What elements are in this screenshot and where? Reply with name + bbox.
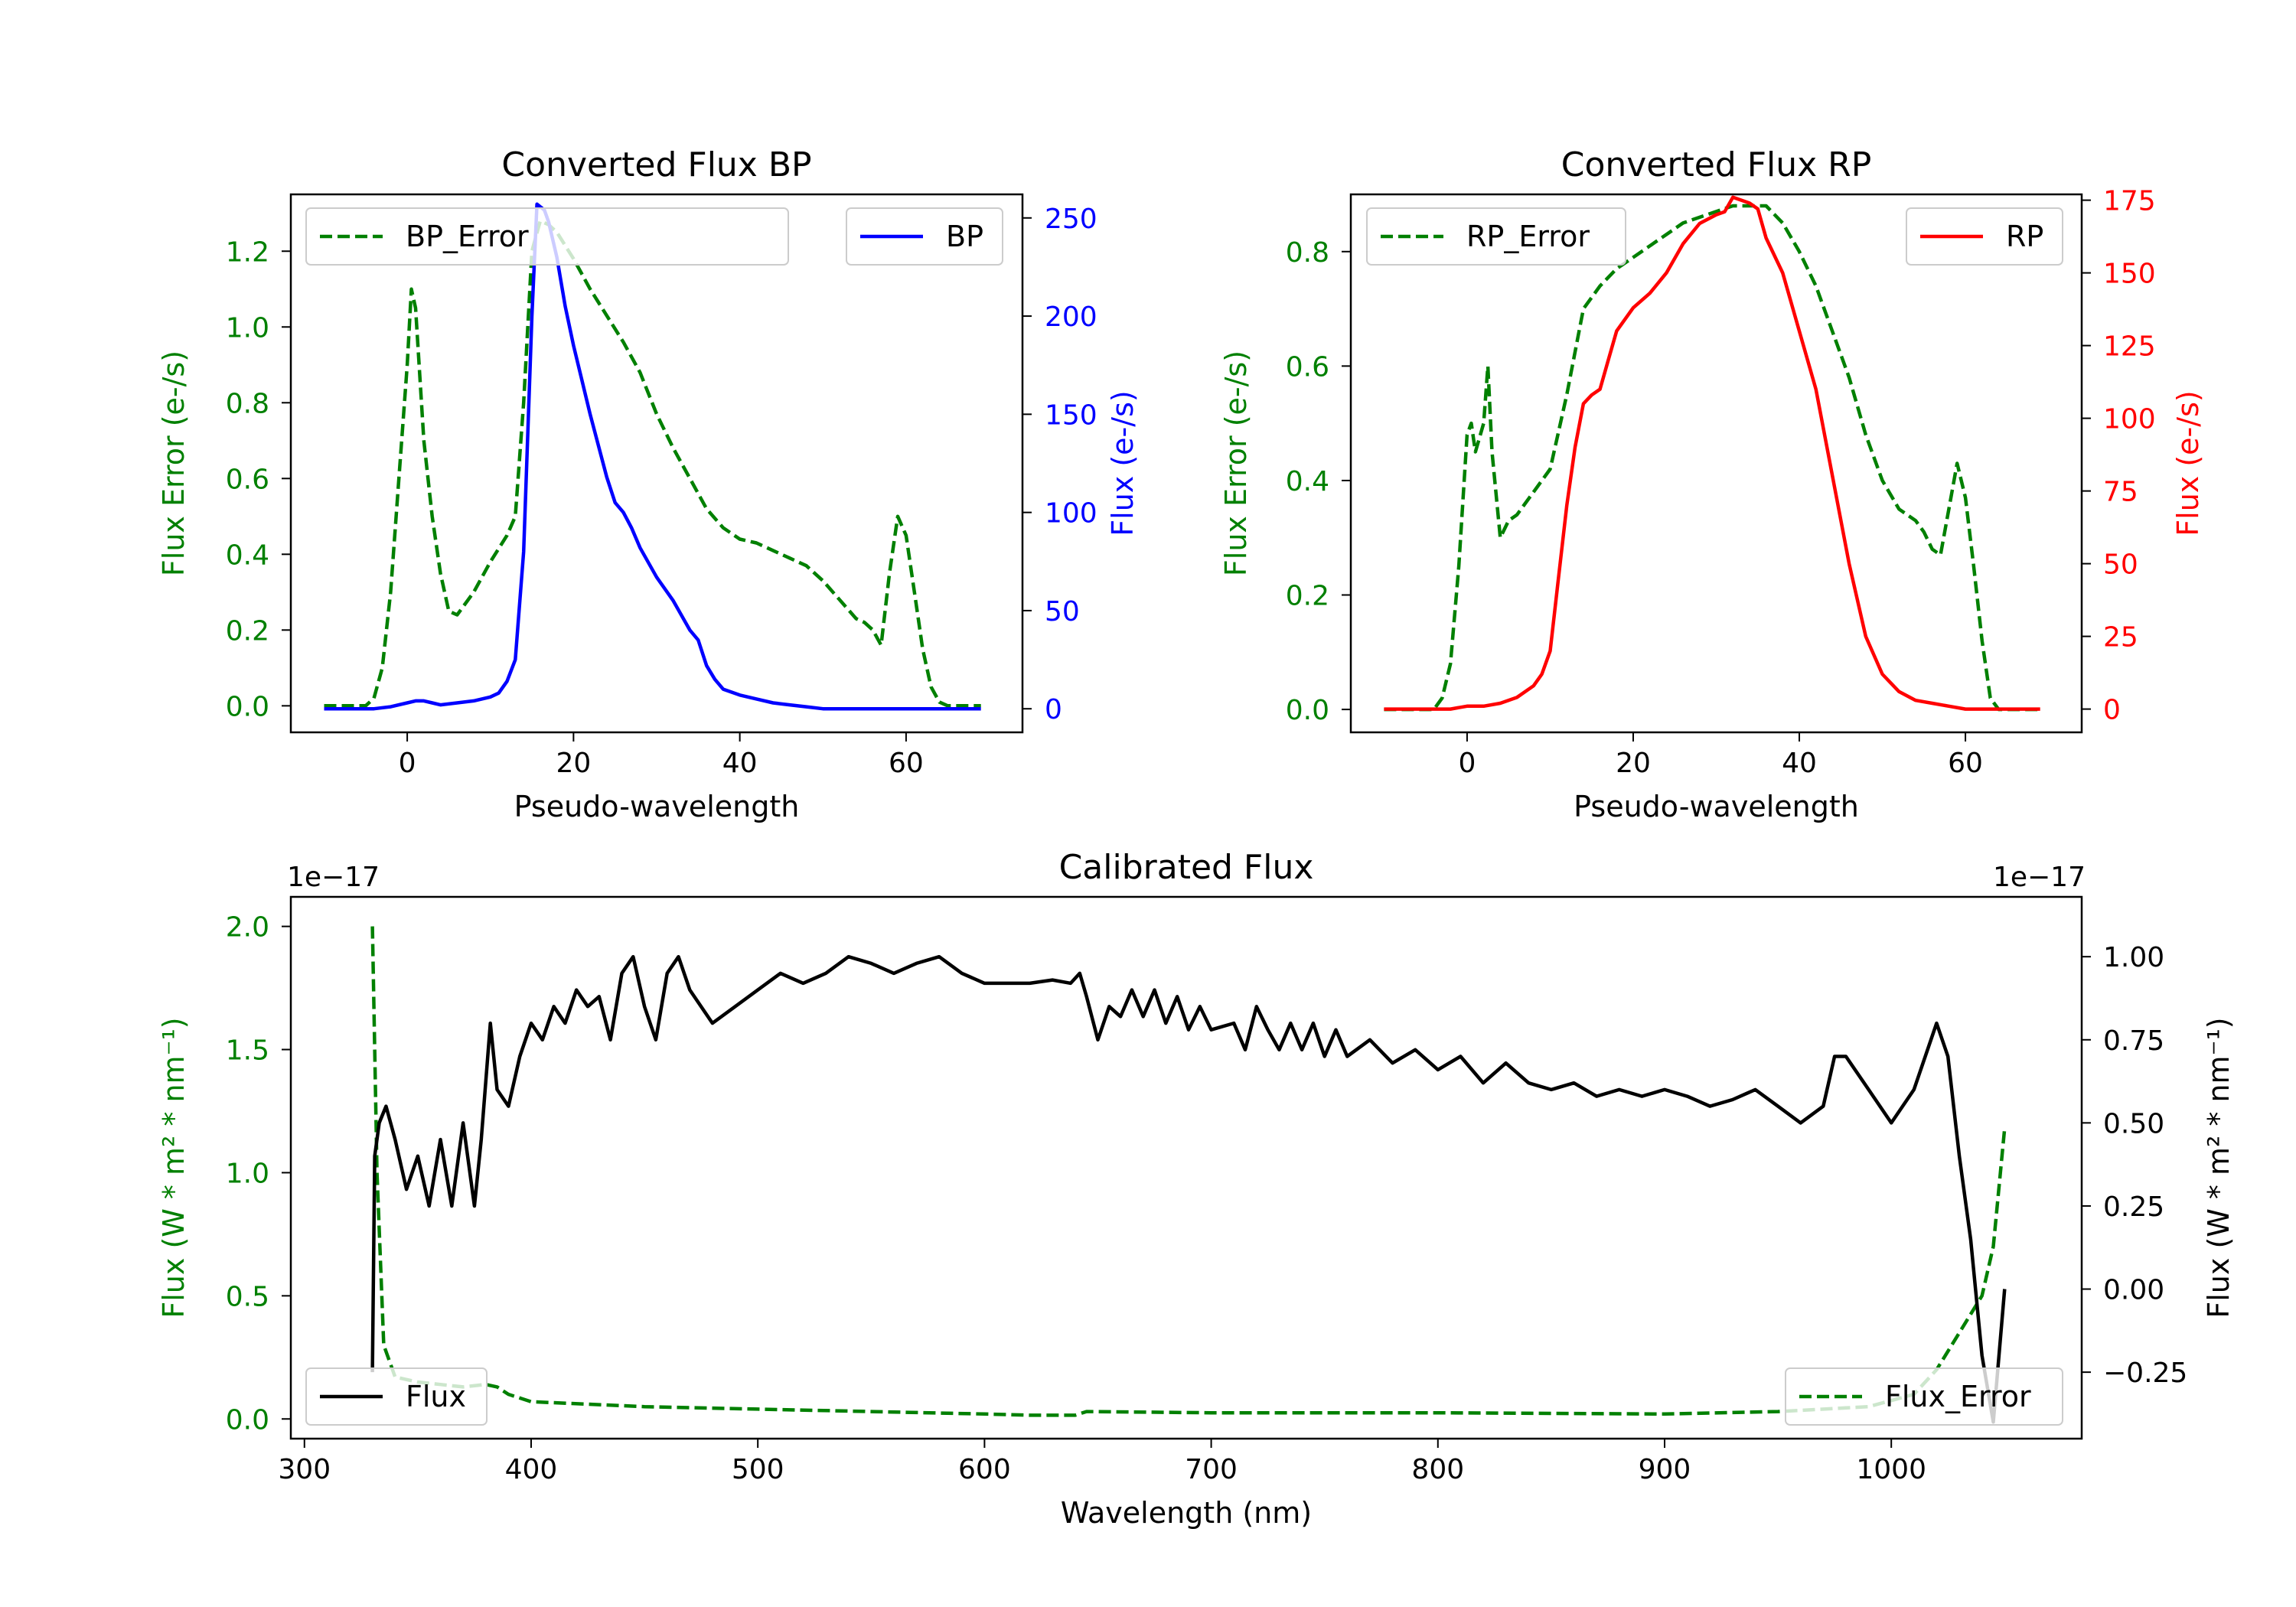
- x-axis-label: Pseudo-wavelength: [1574, 790, 1859, 823]
- legend-box: [1366, 207, 1626, 266]
- series-line-flux: [370, 954, 2007, 1424]
- x-tick-label: 60: [1948, 748, 1983, 779]
- x-tick-label: 1000: [1856, 1454, 1926, 1485]
- y-right-axis-label: Flux (e-/s): [2171, 390, 2205, 536]
- y-left-tick-label: 1.2: [226, 236, 269, 268]
- x-tick-label: 20: [1616, 748, 1651, 779]
- y-left-tick-label: 0.0: [226, 691, 269, 722]
- y-right-tick-label: 0: [2103, 695, 2121, 726]
- x-tick-label: 300: [278, 1454, 331, 1485]
- series-line-bp-error: [324, 219, 981, 708]
- legend-label: BP_Error: [406, 220, 529, 253]
- y-left-axis-label: Flux Error (e-/s): [157, 350, 191, 576]
- y-right-tick-label: 175: [2103, 186, 2156, 217]
- y-right-tick-label: 50: [2103, 549, 2138, 581]
- y-right-axis-label: Flux (e-/s): [1106, 390, 1140, 536]
- legend-box: [1906, 207, 2063, 266]
- y-right-tick-label: 0: [1045, 694, 1062, 725]
- legend-label: Flux: [406, 1380, 466, 1413]
- x-tick-label: 0: [1458, 748, 1476, 779]
- y-left-tick-label: 0.5: [226, 1281, 269, 1312]
- y-right-exponent: 1e−17: [1993, 862, 2086, 893]
- y-right-tick-label: 1.00: [2103, 942, 2164, 973]
- y-right-tick-label: 125: [2103, 331, 2156, 363]
- series-line-rp: [1384, 195, 2040, 711]
- y-right-tick-label: 200: [1045, 302, 1097, 333]
- y-left-tick-label: 0.0: [1286, 695, 1329, 726]
- y-right-tick-label: 250: [1045, 204, 1097, 235]
- y-right-tick-label: 150: [2103, 259, 2156, 290]
- chart-title: Calibrated Flux: [1059, 848, 1314, 887]
- x-tick-label: 400: [505, 1454, 558, 1485]
- chart-title: Converted Flux RP: [1561, 145, 1872, 184]
- plot-frame: [289, 193, 1024, 734]
- y-right-tick-label: 0.25: [2103, 1191, 2164, 1223]
- x-tick-label: 500: [732, 1454, 784, 1485]
- x-axis-label: Wavelength (nm): [1061, 1496, 1312, 1530]
- y-right-tick-label: 150: [1045, 399, 1097, 431]
- y-right-tick-label: 100: [2103, 404, 2156, 435]
- y-right-tick-label: 75: [2103, 477, 2138, 508]
- legend-label: BP: [946, 220, 983, 253]
- y-left-tick-label: 1.5: [226, 1035, 269, 1067]
- legend-box: [305, 207, 789, 266]
- y-left-tick-label: 0.6: [1286, 351, 1329, 383]
- y-left-axis-label: Flux Error (e-/s): [1219, 350, 1253, 576]
- x-axis-label: Pseudo-wavelength: [514, 790, 800, 823]
- legend-box: [846, 207, 1003, 266]
- series-line-bp: [324, 202, 981, 711]
- y-left-tick-label: 0.4: [1286, 466, 1329, 497]
- y-left-tick-label: 1.0: [226, 312, 269, 344]
- legend-label: RP_Error: [1466, 220, 1590, 253]
- legend-box: [1785, 1367, 2063, 1426]
- y-right-tick-label: 0.00: [2103, 1275, 2164, 1306]
- y-right-tick-label: 0.50: [2103, 1108, 2164, 1139]
- y-left-exponent: 1e−17: [287, 862, 380, 893]
- series-line-rp-error: [1384, 204, 2040, 712]
- x-tick-label: 700: [1185, 1454, 1238, 1485]
- x-tick-label: 60: [889, 748, 924, 779]
- legend-label: RP: [2006, 220, 2043, 253]
- y-left-tick-label: 0.4: [226, 539, 269, 571]
- x-tick-label: 900: [1639, 1454, 1691, 1485]
- x-tick-label: 0: [399, 748, 416, 779]
- plot-frame: [1349, 193, 2083, 734]
- y-right-tick-label: 100: [1045, 498, 1097, 530]
- y-left-tick-label: 0.6: [226, 464, 269, 495]
- x-tick-label: 40: [722, 748, 758, 779]
- y-left-tick-label: 1.0: [226, 1158, 269, 1189]
- y-right-tick-label: 25: [2103, 622, 2138, 654]
- plot-frame: [289, 895, 2083, 1440]
- legend-label: Flux_Error: [1885, 1380, 2031, 1413]
- y-left-axis-label: Flux (W * m² * nm⁻¹): [157, 1017, 191, 1318]
- y-left-tick-label: 0.2: [1286, 581, 1329, 612]
- y-left-tick-label: 0.8: [226, 388, 269, 419]
- x-tick-label: 40: [1782, 748, 1817, 779]
- y-right-tick-label: 0.75: [2103, 1025, 2164, 1057]
- y-left-tick-label: 0.0: [226, 1404, 269, 1436]
- chart-title: Converted Flux BP: [501, 145, 811, 184]
- y-right-tick-label: −0.25: [2103, 1358, 2187, 1389]
- y-left-tick-label: 2.0: [226, 912, 269, 944]
- x-tick-label: 600: [958, 1454, 1011, 1485]
- y-left-tick-label: 0.8: [1286, 237, 1329, 269]
- legend-box: [305, 1367, 488, 1426]
- y-left-tick-label: 0.2: [226, 615, 269, 647]
- y-right-tick-label: 50: [1045, 596, 1080, 627]
- x-tick-label: 800: [1411, 1454, 1464, 1485]
- y-right-axis-label: Flux (W * m² * nm⁻¹): [2202, 1017, 2236, 1318]
- x-tick-label: 20: [556, 748, 591, 779]
